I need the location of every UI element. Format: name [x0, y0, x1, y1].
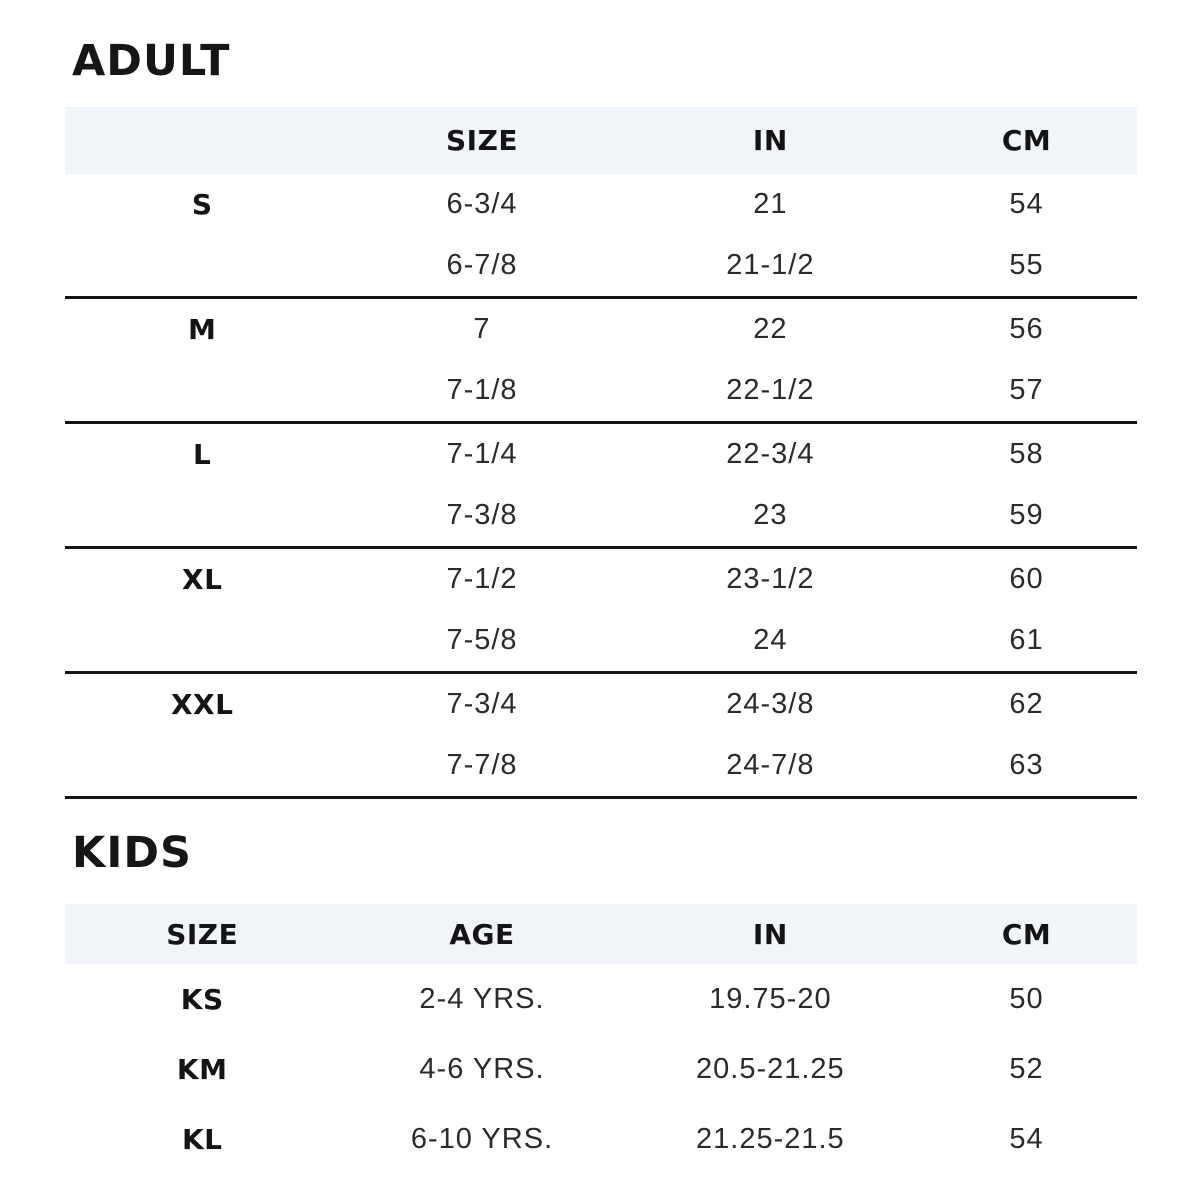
cell-size: 7-7/8: [446, 749, 518, 781]
adult-size-group: XL 7-1/2 23-1/2 60 7-5/8 24 61: [65, 549, 1137, 674]
cell-size: 7: [473, 313, 491, 345]
cell-in: 23: [753, 499, 788, 531]
adult-size-group: XXL 7-3/4 24-3/8 62 7-7/8 24-7/8 63: [65, 674, 1137, 799]
table-row: M 7 22 56: [65, 299, 1137, 360]
header-cell-in: IN: [752, 917, 788, 951]
table-row: 7-1/8 22-1/2 57: [65, 360, 1137, 421]
table-row: KS 2-4 YRS. 19.75-20 50: [65, 964, 1137, 1034]
cell-in: 24-3/8: [726, 688, 815, 720]
adult-size-table: SIZE IN CM S 6-3/4 21 54 6-7/8 21-1/2 55 M 7 22 56 7-…: [65, 107, 1137, 799]
adult-size-group: S 6-3/4 21 54 6-7/8 21-1/2 55: [65, 174, 1137, 299]
adult-table-header: SIZE IN CM: [65, 107, 1137, 174]
size-chart-page: ADULT SIZE IN CM S 6-3/4 21 54 6-7/8 21-1/2 55 M 7…: [65, 36, 1137, 1174]
cell-age: 2-4 YRS.: [419, 982, 545, 1015]
adult-size-group: L 7-1/4 22-3/4 58 7-3/8 23 59: [65, 424, 1137, 549]
cell-size: KM: [176, 1052, 228, 1086]
cell-in: 22-3/4: [726, 438, 815, 470]
cell-label: XXL: [170, 688, 234, 721]
cell-label: L: [193, 438, 212, 471]
cell-size: 6-7/8: [446, 249, 518, 281]
table-row: 6-7/8 21-1/2 55: [65, 235, 1137, 296]
cell-cm: 52: [1009, 1052, 1044, 1085]
table-row: KM 4-6 YRS. 20.5-21.25 52: [65, 1034, 1137, 1104]
header-cell-cm: CM: [1001, 124, 1052, 157]
header-cell-cm: CM: [1001, 917, 1052, 951]
cell-size: 7-1/2: [446, 563, 518, 595]
cell-size: 7-1/4: [446, 438, 518, 470]
header-cell-age: AGE: [449, 917, 515, 951]
cell-in: 22: [753, 313, 788, 345]
adult-table-body: S 6-3/4 21 54 6-7/8 21-1/2 55 M 7 22 56 7-1/8 22-1/2…: [65, 174, 1137, 799]
cell-in: 20.5-21.25: [696, 1052, 845, 1085]
cell-cm: 61: [1009, 624, 1044, 656]
kids-size-table: SIZE AGE IN CM KS 2-4 YRS. 19.75-20 50 KM 4-6 YR…: [65, 904, 1137, 1174]
cell-cm: 60: [1009, 563, 1044, 595]
cell-label: M: [188, 313, 217, 346]
cell-age: 4-6 YRS.: [419, 1052, 545, 1085]
cell-size: KL: [181, 1122, 223, 1156]
adult-section-title: ADULT: [72, 36, 231, 86]
cell-size: 7-5/8: [446, 624, 518, 656]
table-row: XL 7-1/2 23-1/2 60: [65, 549, 1137, 610]
cell-in: 22-1/2: [726, 374, 815, 406]
cell-in: 21: [753, 188, 788, 220]
cell-label: XL: [181, 563, 223, 596]
cell-cm: 56: [1009, 313, 1044, 345]
cell-in: 24: [753, 624, 788, 656]
cell-in: 19.75-20: [709, 982, 832, 1015]
cell-in: 21-1/2: [726, 249, 815, 281]
cell-cm: 62: [1009, 688, 1044, 720]
cell-age: 6-10 YRS.: [410, 1122, 554, 1155]
cell-size: 7-3/8: [446, 499, 518, 531]
table-row: L 7-1/4 22-3/4 58: [65, 424, 1137, 485]
header-cell-size: SIZE: [445, 124, 518, 157]
cell-in: 23-1/2: [726, 563, 815, 595]
cell-cm: 54: [1009, 188, 1044, 220]
table-row: 7-7/8 24-7/8 63: [65, 735, 1137, 796]
table-row: 7-5/8 24 61: [65, 610, 1137, 671]
cell-in: 24-7/8: [726, 749, 815, 781]
cell-size: 7-1/8: [446, 374, 518, 406]
cell-cm: 50: [1009, 982, 1044, 1015]
header-cell-size: SIZE: [166, 917, 239, 951]
cell-size: 6-3/4: [446, 188, 518, 220]
table-row: XXL 7-3/4 24-3/8 62: [65, 674, 1137, 735]
table-row: KL 6-10 YRS. 21.25-21.5 54: [65, 1104, 1137, 1174]
cell-cm: 58: [1009, 438, 1044, 470]
cell-size: KS: [180, 982, 224, 1016]
cell-cm: 63: [1009, 749, 1044, 781]
cell-label: S: [191, 188, 213, 221]
kids-table-header: SIZE AGE IN CM: [65, 904, 1137, 964]
cell-cm: 55: [1009, 249, 1044, 281]
kids-table-body: KS 2-4 YRS. 19.75-20 50 KM 4-6 YRS. 20.5-21.25…: [65, 964, 1137, 1174]
cell-cm: 57: [1009, 374, 1044, 406]
table-row: 7-3/8 23 59: [65, 485, 1137, 546]
cell-cm: 54: [1009, 1122, 1044, 1155]
adult-size-group: M 7 22 56 7-1/8 22-1/2 57: [65, 299, 1137, 424]
cell-cm: 59: [1009, 499, 1044, 531]
header-cell-in: IN: [752, 124, 788, 157]
kids-section-title: KIDS: [72, 828, 192, 878]
table-row: S 6-3/4 21 54: [65, 174, 1137, 235]
cell-size: 7-3/4: [446, 688, 518, 720]
cell-in: 21.25-21.5: [696, 1122, 845, 1155]
